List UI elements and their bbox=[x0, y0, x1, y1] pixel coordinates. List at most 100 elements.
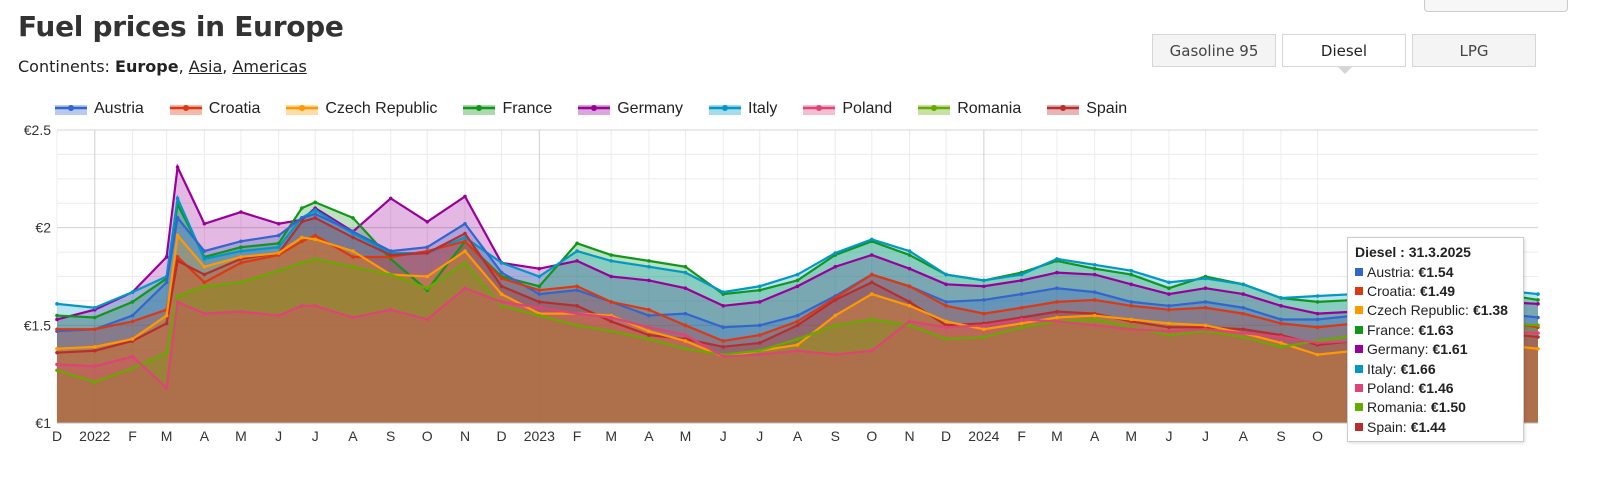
point-italy bbox=[1536, 292, 1540, 296]
tooltip-row: Romania: €1.50 bbox=[1355, 398, 1516, 417]
tooltip-row: Spain: €1.44 bbox=[1355, 417, 1516, 436]
point-poland bbox=[869, 348, 874, 353]
legend-swatch bbox=[918, 105, 951, 115]
point-czech-republic bbox=[351, 249, 355, 253]
x-tick-label: S bbox=[386, 428, 395, 444]
tooltip-country: Romania: bbox=[1367, 399, 1427, 416]
point-france bbox=[1129, 272, 1134, 277]
x-tick-label: O bbox=[422, 428, 433, 444]
point-croatia bbox=[1241, 311, 1246, 316]
point-germany bbox=[175, 165, 180, 169]
point-croatia bbox=[1055, 300, 1059, 304]
point-poland bbox=[944, 325, 948, 330]
point-croatia bbox=[313, 233, 318, 238]
x-tick-label: M bbox=[680, 428, 692, 444]
point-croatia bbox=[575, 284, 579, 289]
point-czech-republic bbox=[1055, 315, 1059, 320]
continent-americas-link[interactable]: Americas bbox=[232, 57, 307, 76]
point-poland bbox=[907, 319, 912, 324]
point-romania bbox=[1019, 325, 1024, 330]
continent-asia-link[interactable]: Asia bbox=[188, 57, 223, 76]
point-romania bbox=[944, 337, 948, 341]
point-poland bbox=[683, 333, 688, 337]
legend-item-germany[interactable]: Germany bbox=[578, 100, 683, 118]
point-romania bbox=[239, 280, 243, 285]
point-austria bbox=[575, 288, 579, 292]
x-tick-label: J bbox=[312, 428, 319, 444]
legend-swatch bbox=[578, 105, 611, 115]
point-austria bbox=[1279, 317, 1283, 322]
point-czech-republic bbox=[300, 235, 304, 240]
x-tick-label: F bbox=[573, 428, 582, 444]
point-czech-republic bbox=[944, 319, 948, 324]
point-croatia bbox=[1167, 307, 1171, 312]
legend-label: Poland bbox=[842, 100, 893, 117]
point-germany bbox=[1055, 270, 1059, 275]
top-right-button[interactable] bbox=[1424, 0, 1568, 12]
point-austria bbox=[1055, 286, 1059, 291]
point-czech-republic bbox=[92, 345, 97, 349]
x-tick-label: F bbox=[1017, 428, 1026, 444]
tab-gasoline-95[interactable]: Gasoline 95 bbox=[1152, 34, 1276, 67]
point-italy bbox=[1315, 294, 1320, 298]
point-germany bbox=[1241, 292, 1246, 296]
tooltip-value: €1.61 bbox=[1432, 341, 1468, 358]
legend-label: Romania bbox=[957, 100, 1022, 117]
point-croatia bbox=[1092, 298, 1097, 302]
point-italy bbox=[276, 245, 281, 249]
point-poland bbox=[1055, 319, 1059, 324]
point-romania bbox=[1167, 333, 1171, 337]
point-croatia bbox=[721, 339, 726, 343]
legend-item-croatia[interactable]: Croatia bbox=[169, 100, 261, 118]
point-germany bbox=[388, 196, 393, 201]
tooltip-swatch bbox=[1355, 345, 1363, 354]
x-tick-label: J bbox=[720, 428, 727, 444]
point-germany bbox=[721, 304, 726, 308]
point-italy bbox=[795, 272, 800, 277]
point-spain bbox=[575, 304, 579, 308]
legend-item-austria[interactable]: Austria bbox=[55, 100, 144, 118]
point-germany bbox=[683, 286, 688, 291]
point-poland bbox=[1203, 327, 1208, 332]
point-croatia bbox=[1279, 321, 1283, 326]
point-italy bbox=[683, 270, 688, 275]
legend-item-romania[interactable]: Romania bbox=[918, 100, 1021, 118]
tooltip-row: Austria: €1.54 bbox=[1355, 262, 1516, 281]
legend-item-spain[interactable]: Spain bbox=[1047, 100, 1127, 118]
continent-europe: Europe bbox=[115, 57, 179, 76]
point-croatia bbox=[202, 280, 207, 285]
point-poland bbox=[202, 311, 207, 316]
x-tick-label: A bbox=[200, 428, 210, 444]
point-czech-republic bbox=[55, 346, 59, 351]
tooltip-header: Diesel : 31.3.2025 bbox=[1355, 244, 1471, 260]
legend-item-france[interactable]: France bbox=[463, 100, 552, 118]
legend-label: Croatia bbox=[208, 100, 261, 117]
point-romania bbox=[537, 313, 542, 318]
point-italy bbox=[1203, 276, 1208, 281]
legend-item-czech-republic[interactable]: Czech Republic bbox=[286, 100, 437, 118]
tooltip-value: €1.46 bbox=[1418, 380, 1454, 397]
point-romania bbox=[55, 368, 59, 373]
tab-diesel[interactable]: Diesel bbox=[1282, 34, 1406, 74]
point-spain bbox=[202, 272, 207, 277]
point-austria bbox=[388, 249, 393, 253]
x-tick-label: M bbox=[161, 428, 173, 444]
legend-item-italy[interactable]: Italy bbox=[709, 100, 777, 118]
point-germany bbox=[833, 264, 838, 269]
x-tick-label: A bbox=[348, 428, 358, 444]
point-austria bbox=[1092, 290, 1097, 294]
point-croatia bbox=[1203, 305, 1208, 310]
legend-item-poland[interactable]: Poland bbox=[803, 100, 892, 118]
point-czech-republic bbox=[1315, 352, 1320, 357]
legend-label: Austria bbox=[94, 100, 144, 117]
point-poland bbox=[499, 300, 504, 304]
point-germany bbox=[1279, 304, 1283, 308]
x-tick-label: O bbox=[866, 428, 877, 444]
point-france bbox=[1167, 286, 1171, 291]
tooltip-row: France: €1.63 bbox=[1355, 320, 1516, 339]
x-tick-label: M bbox=[235, 428, 247, 444]
point-austria bbox=[757, 323, 762, 328]
tab-lpg[interactable]: LPG bbox=[1412, 34, 1536, 67]
point-romania bbox=[202, 284, 207, 289]
